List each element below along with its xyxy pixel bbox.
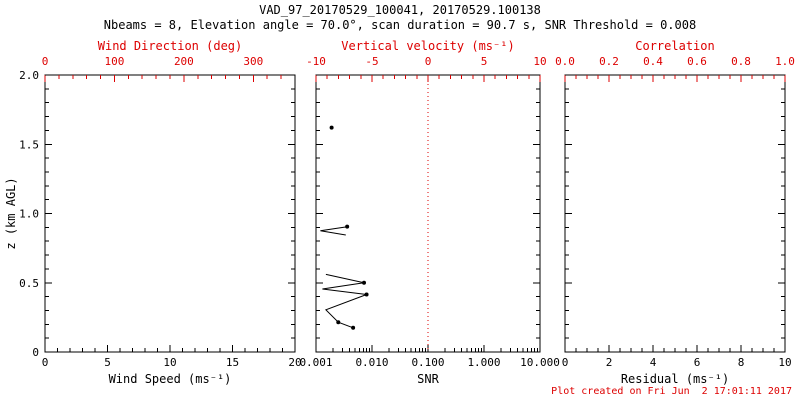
snr-panel: 0.001 0.010 0.100 1.000 10.000 SNR -10 -5 0 5 10 Ve… xyxy=(299,39,559,386)
x-tick-label: 15 xyxy=(226,356,239,369)
top-x-tick-label: 0.0 xyxy=(555,55,575,68)
x-tick-label: 1.000 xyxy=(467,356,500,369)
x-tick-label: 10 xyxy=(163,356,176,369)
x-tick-label: 0 xyxy=(42,356,49,369)
top-x-tick-label: 0.8 xyxy=(731,55,751,68)
x-tick-label: 0.001 xyxy=(299,356,332,369)
x-tick-label: 5 xyxy=(104,356,111,369)
top-x-tick-label: 10 xyxy=(533,55,546,68)
y-axis-title: z (km AGL) xyxy=(4,177,18,249)
top-x-tick-label: 0.6 xyxy=(687,55,707,68)
y-tick-label: 1.5 xyxy=(19,138,39,151)
data-point xyxy=(329,125,334,130)
x-tick-label: 4 xyxy=(650,356,657,369)
data-point xyxy=(351,325,356,330)
residual-panel: 0 2 4 6 8 10 Residual (ms⁻¹) 0.0 0.2 0.4 0.6 0.8 1.0… xyxy=(555,39,795,386)
top-x-tick-label: 0 xyxy=(42,55,49,68)
data-point xyxy=(345,224,350,229)
data-point xyxy=(364,292,369,297)
data-point xyxy=(362,280,367,285)
plot-title: VAD_97_20170529_100041, 20170529.100138 xyxy=(259,3,541,17)
top-x-tick-label: 5 xyxy=(481,55,488,68)
x-axis-title: Residual (ms⁻¹) xyxy=(621,372,729,386)
x-axis-title: SNR xyxy=(417,372,439,386)
data-point xyxy=(336,320,341,325)
top-x-tick-label: 300 xyxy=(243,55,263,68)
y-tick-label: 0 xyxy=(32,346,39,359)
wind-speed-panel: 0 5 10 15 20 Wind Speed (ms⁻¹) 0 100 200 300Wind … xyxy=(4,39,302,386)
top-x-axis-title: Vertical velocity (ms⁻¹) xyxy=(341,39,514,53)
plot-box xyxy=(44,74,296,353)
top-x-tick-label: -5 xyxy=(365,55,378,68)
x-tick-label: 0 xyxy=(562,356,569,369)
x-tick-label: 0.100 xyxy=(411,356,444,369)
top-x-axis-title: Wind Direction (deg) xyxy=(98,39,243,53)
profile-line xyxy=(320,226,348,236)
top-x-tick-label: 0.2 xyxy=(599,55,619,68)
x-tick-label: 6 xyxy=(694,356,701,369)
plot-box xyxy=(564,74,786,353)
top-x-tick-label: 0.4 xyxy=(643,55,663,68)
top-x-tick-label: 1.0 xyxy=(775,55,795,68)
top-x-axis-title: Correlation xyxy=(635,39,714,53)
y-tick-label: 1.0 xyxy=(19,208,39,221)
y-tick-label: 0.5 xyxy=(19,277,39,290)
top-x-tick-label: 100 xyxy=(105,55,125,68)
y-tick-label: 2.0 xyxy=(19,69,39,82)
x-tick-label: 8 xyxy=(738,356,745,369)
top-x-tick-label: -10 xyxy=(306,55,326,68)
plot-created-note: Plot created on Fri Jun 2 17:01:11 2017 xyxy=(551,386,792,397)
x-tick-label: 10 xyxy=(778,356,791,369)
x-axis-title: Wind Speed (ms⁻¹) xyxy=(109,372,232,386)
profile-line xyxy=(322,273,367,329)
x-tick-label: 10.000 xyxy=(520,356,560,369)
x-tick-label: 0.010 xyxy=(355,356,388,369)
x-tick-label: 20 xyxy=(288,356,301,369)
plot-subtitle: Nbeams = 8, Elevation angle = 70.0°, sca… xyxy=(103,18,697,32)
x-tick-label: 2 xyxy=(606,356,613,369)
top-x-tick-label: 200 xyxy=(174,55,194,68)
top-x-tick-label: 0 xyxy=(425,55,432,68)
